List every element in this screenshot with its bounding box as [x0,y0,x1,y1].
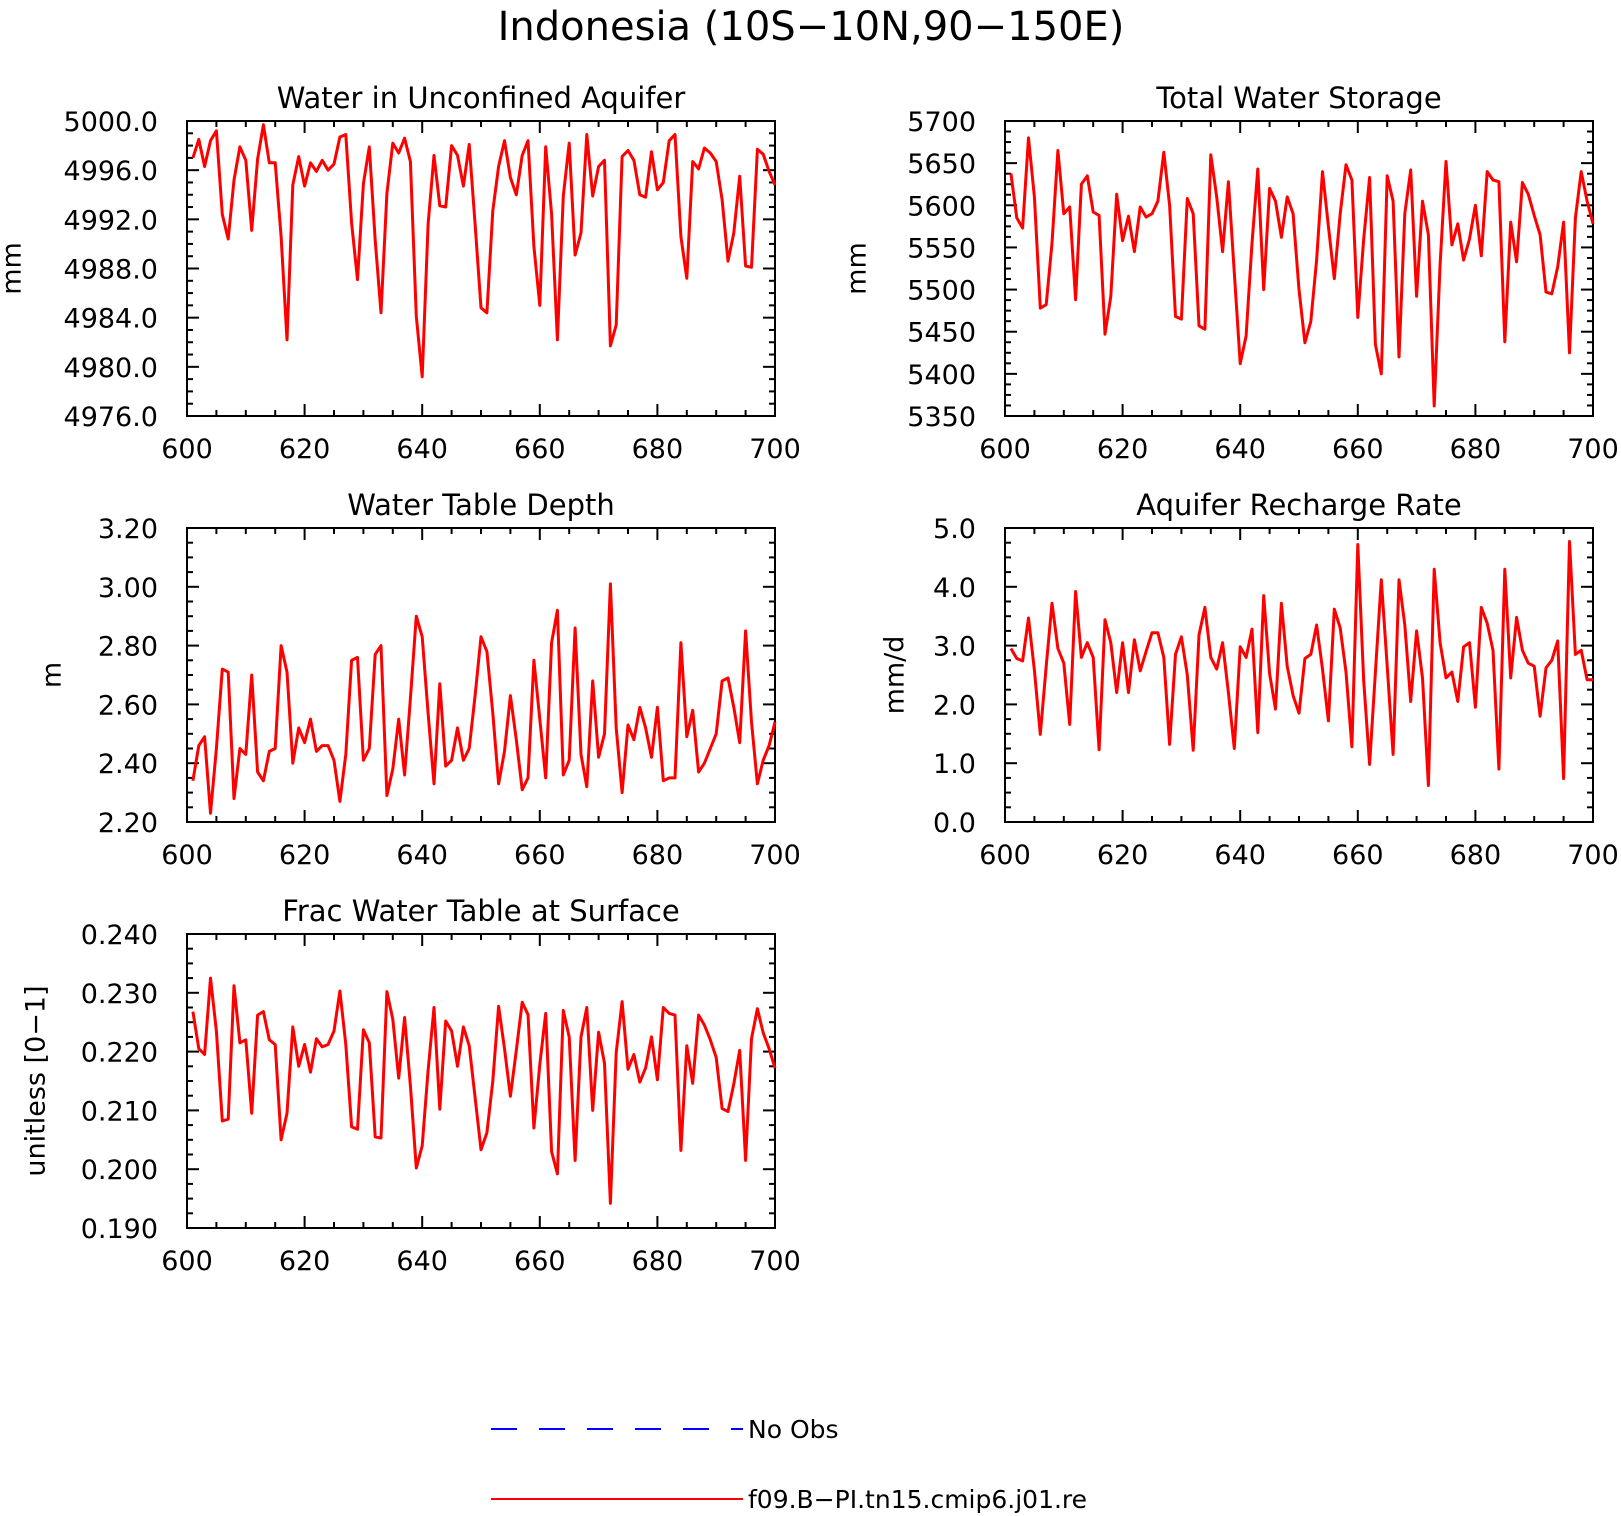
y-tick-label: 5700 [907,107,976,138]
legend-label-model: f09.B−PI.tn15.cmip6.j01.re [748,1485,1087,1514]
y-tick-label: 0.200 [81,1155,158,1186]
x-tick-label: 700 [749,1246,801,1277]
x-tick-label: 620 [279,1246,331,1277]
x-tick-label: 700 [749,434,801,465]
y-tick-label: 4976.0 [64,402,158,433]
panel-3: Water Table Depth m 600 620 640 660 680 700 2.20… [37,488,801,871]
x-tick-label: 640 [396,434,448,465]
x-tick-label: 660 [1332,840,1384,871]
y-tick-label: 5600 [907,191,976,222]
y-tick-label: 3.00 [98,573,158,604]
x-tick-label: 680 [1450,840,1502,871]
x-tick-label: 620 [279,840,331,871]
series-line [1009,540,1593,787]
y-tick-label: 4980.0 [64,353,158,384]
x-tick-label: 600 [979,840,1031,871]
y-tick-label: 0.210 [81,1096,158,1127]
panel-title: Total Water Storage [1155,81,1441,115]
y-tick-label: 0.0 [933,808,976,839]
y-tick-label: 5650 [907,149,976,180]
x-tick-label: 680 [632,840,684,871]
plot-frame [186,527,776,823]
x-tick-label: 640 [396,840,448,871]
y-axis-label: m [37,662,68,688]
x-tick-label: 700 [749,840,801,871]
x-tick-label: 600 [161,1246,213,1277]
y-tick-label: 4.0 [933,573,976,604]
y-tick-label: 2.40 [98,749,158,780]
panel-title: Aquifer Recharge Rate [1136,488,1462,522]
y-tick-label: 0.220 [81,1038,158,1069]
y-tick-label: 5500 [907,276,976,307]
x-tick-label: 680 [1450,434,1502,465]
panel-title: Water in Unconfined Aquifer [277,81,686,115]
panel-2: Total Water Storage mm 600 620 640 660 680 700 5… [842,81,1619,465]
y-tick-label: 4988.0 [64,255,158,286]
x-tick-label: 600 [161,434,213,465]
y-tick-label: 5450 [907,318,976,349]
x-tick-label: 660 [514,1246,566,1277]
y-tick-label: 4992.0 [64,205,158,236]
x-tick-label: 620 [1097,434,1149,465]
y-tick-label: 2.20 [98,808,158,839]
x-tick-label: 700 [1567,434,1619,465]
y-axis-label: mm/d [880,636,911,715]
y-axis-label: mm [0,242,28,295]
y-tick-label: 0.230 [81,979,158,1010]
x-tick-label: 640 [1214,840,1266,871]
y-tick-label: 2.0 [933,690,976,721]
panel-1: Water in Unconfined Aquifer mm 600 620 640 66… [0,81,801,465]
y-tick-label: 3.20 [98,514,158,545]
x-tick-label: 640 [1214,434,1266,465]
plot-frame [1004,120,1594,417]
x-tick-label: 660 [1332,434,1384,465]
series-line [1009,136,1595,408]
x-tick-label: 620 [1097,840,1149,871]
x-tick-label: 660 [514,840,566,871]
x-tick-label: 640 [396,1246,448,1277]
y-tick-label: 4996.0 [64,156,158,187]
x-tick-label: 660 [514,434,566,465]
x-tick-label: 600 [161,840,213,871]
legend-label-no-obs: No Obs [748,1415,839,1444]
y-tick-label: 5550 [907,233,976,264]
series-line [191,582,777,815]
y-tick-label: 2.60 [98,690,158,721]
figure-title: Indonesia (10S−10N,90−150E) [498,4,1125,50]
x-tick-label: 700 [1567,840,1619,871]
y-tick-label: 5400 [907,360,976,391]
series-line [191,123,777,379]
y-axis-label: mm [842,242,873,295]
panel-title: Water Table Depth [347,488,615,522]
y-tick-label: 3.0 [933,632,976,663]
series-line [191,976,777,1205]
y-tick-label: 5000.0 [64,107,158,138]
y-tick-label: 4984.0 [64,304,158,335]
plot-frame [186,933,776,1229]
y-tick-label: 5350 [907,402,976,433]
y-tick-label: 5.0 [933,514,976,545]
x-tick-label: 680 [632,434,684,465]
y-tick-label: 2.80 [98,632,158,663]
y-axis-label: unitless [0−1] [21,985,52,1176]
legend: No Obs f09.B−PI.tn15.cmip6.j01.re [491,1415,1087,1514]
panels-container: Water in Unconfined Aquifer mm 600 620 640 66… [0,81,1619,1277]
x-tick-label: 620 [279,434,331,465]
x-tick-label: 600 [979,434,1031,465]
y-tick-label: 1.0 [933,749,976,780]
panel-4: Aquifer Recharge Rate mm/d 600 620 640 660 680… [880,488,1619,871]
y-tick-label: 0.190 [81,1214,158,1245]
y-tick-label: 0.240 [81,920,158,951]
panel-title: Frac Water Table at Surface [282,894,679,928]
x-tick-label: 680 [632,1246,684,1277]
panel-5: Frac Water Table at Surface unitless [0−1… [21,894,801,1277]
